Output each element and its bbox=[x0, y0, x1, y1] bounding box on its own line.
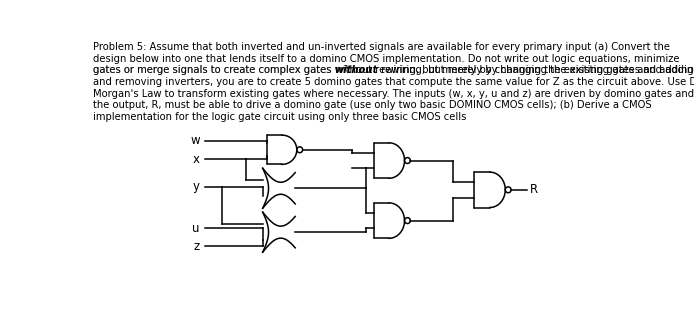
Text: implementation for the logic gate circuit using only three basic CMOS cells: implementation for the logic gate circui… bbox=[93, 112, 466, 122]
Text: without: without bbox=[335, 65, 378, 75]
Text: rewiring, but merely by changing the existing gates and adding: rewiring, but merely by changing the exi… bbox=[378, 65, 694, 75]
Text: x: x bbox=[193, 153, 200, 166]
Text: the output, R, must be able to drive a domino gate (use only two basic DOMINO CM: the output, R, must be able to drive a d… bbox=[93, 100, 652, 110]
Text: Morgan's Law to transform existing gates where necessary. The inputs (w, x, y, u: Morgan's Law to transform existing gates… bbox=[93, 89, 694, 99]
Text: y: y bbox=[193, 180, 200, 193]
Text: gates or merge signals to create complex gates without rewiring, but merely by c: gates or merge signals to create complex… bbox=[93, 65, 694, 75]
Text: z: z bbox=[194, 239, 200, 252]
Text: design below into one that lends itself to a domino CMOS implementation. Do not : design below into one that lends itself … bbox=[93, 54, 679, 64]
Text: u: u bbox=[192, 222, 200, 235]
Text: and removing inverters, you are to create 5 domino gates that compute the same v: and removing inverters, you are to creat… bbox=[93, 77, 694, 87]
Text: gates or merge signals to create complex gates: gates or merge signals to create complex… bbox=[93, 65, 335, 75]
Text: Problem 5: Assume that both inverted and un-inverted signals are available for e: Problem 5: Assume that both inverted and… bbox=[93, 42, 670, 52]
Text: w: w bbox=[190, 134, 200, 147]
Text: gates or merge signals to create complex gates: gates or merge signals to create complex… bbox=[93, 65, 335, 75]
Text: R: R bbox=[530, 183, 538, 196]
